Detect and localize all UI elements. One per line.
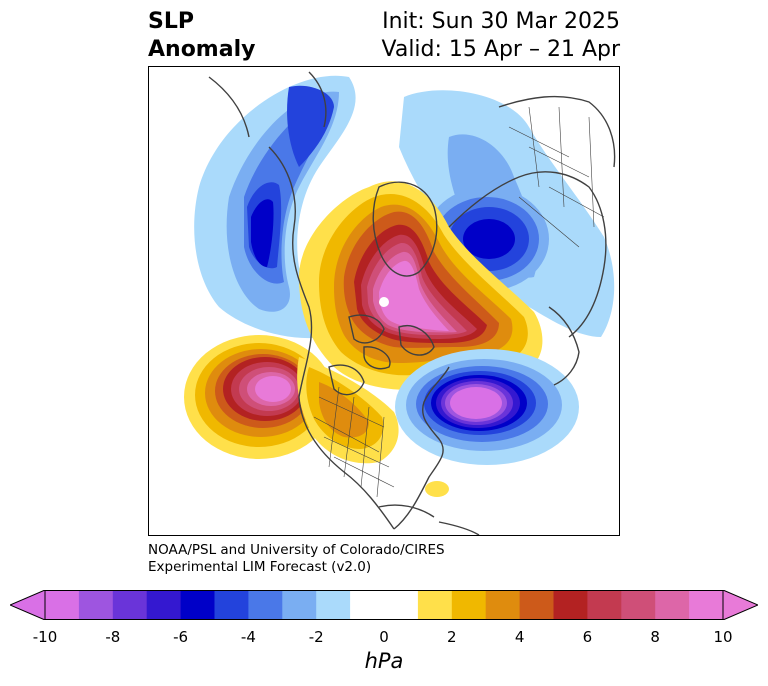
colorbar-segment bbox=[78, 590, 114, 620]
colorbar-segment bbox=[146, 590, 182, 620]
colorbar-segment bbox=[316, 590, 351, 620]
colorbar-segment bbox=[417, 590, 453, 620]
colorbar-segment bbox=[384, 590, 419, 620]
colorbar-lower-extend bbox=[10, 590, 46, 620]
colorbar-tick-label: -2 bbox=[308, 628, 324, 646]
colorbar-segment bbox=[655, 590, 690, 620]
colorbar-segment bbox=[485, 590, 521, 620]
colorbar-tick-label: 10 bbox=[713, 628, 733, 646]
alaska-low-anomaly bbox=[194, 75, 356, 339]
colorbar-segment bbox=[689, 590, 724, 620]
map-panel bbox=[148, 66, 620, 536]
colorbar-tick-label: -8 bbox=[105, 628, 121, 646]
map-dates: Init: Sun 30 Mar 2025 Valid: 15 Apr – 21… bbox=[382, 8, 621, 64]
colorbar-segment bbox=[519, 590, 554, 620]
colorbar-segment bbox=[282, 590, 317, 620]
colorbar-frame bbox=[44, 590, 724, 620]
anomaly-map bbox=[184, 71, 616, 535]
credit: NOAA/PSL and University of Colorado/CIRE… bbox=[148, 542, 445, 576]
map-title: SLP Anomaly bbox=[148, 8, 255, 64]
colorbar bbox=[10, 590, 758, 620]
arctic-high-anomaly bbox=[299, 181, 543, 390]
colorbar-unit: hPa bbox=[364, 649, 404, 673]
colorbar-segment bbox=[112, 590, 148, 620]
valid-dates: Valid: 15 Apr – 21 Apr bbox=[381, 37, 621, 62]
colorbar-tick-label: 8 bbox=[650, 628, 660, 646]
colorbar-tick-label: -10 bbox=[32, 628, 58, 646]
colorbar-tick-label: -4 bbox=[240, 628, 256, 646]
north-pacific-high-anomaly bbox=[184, 335, 334, 459]
init-date: Init: Sun 30 Mar 2025 bbox=[382, 9, 620, 34]
colorbar-segment bbox=[587, 590, 622, 620]
colorbar-tick-label: 2 bbox=[447, 628, 457, 646]
colorbar-segment bbox=[180, 590, 215, 620]
colorbar-tick-label: 0 bbox=[379, 628, 389, 646]
colorbar-segment bbox=[350, 590, 385, 620]
colorbar-tick-label: 4 bbox=[514, 628, 525, 646]
colorbar-segment bbox=[621, 590, 656, 620]
coastlines bbox=[208, 71, 616, 535]
colorbar-segment bbox=[214, 590, 249, 620]
colorbar-segment bbox=[248, 590, 283, 620]
colorbar-segment bbox=[451, 590, 487, 620]
credit-line2: Experimental LIM Forecast (v2.0) bbox=[148, 559, 372, 575]
colorbar-upper-extend bbox=[722, 590, 758, 620]
colorbar-tick-label: 6 bbox=[582, 628, 593, 646]
borders bbox=[313, 106, 605, 498]
colorbar-segment bbox=[45, 590, 80, 620]
colorbar-tick-label: -6 bbox=[173, 628, 189, 646]
title-product-line2: Anomaly bbox=[148, 37, 256, 62]
credit-line1: NOAA/PSL and University of Colorado/CIRE… bbox=[148, 542, 445, 558]
colorbar-segment bbox=[553, 590, 588, 620]
title-product-line1: SLP bbox=[148, 9, 194, 34]
